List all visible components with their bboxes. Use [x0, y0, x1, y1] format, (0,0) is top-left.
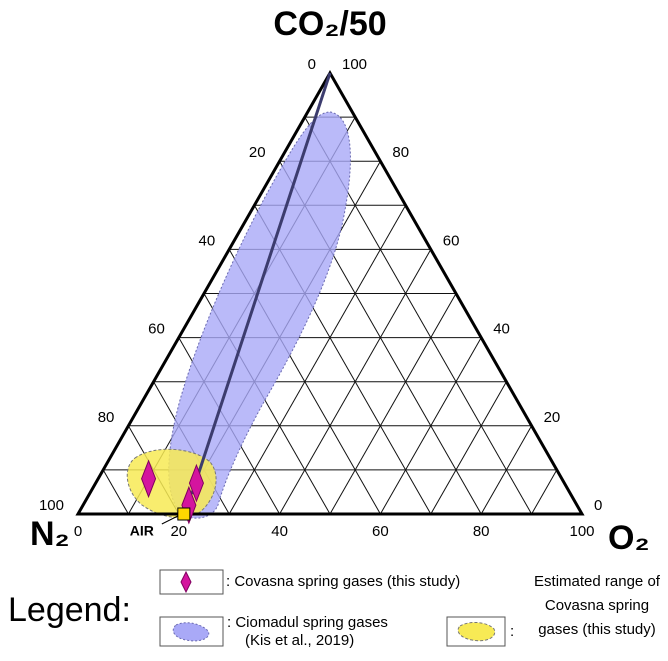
grid-line: [228, 205, 407, 515]
marks: [141, 72, 332, 525]
triangle-frame: [75, 69, 585, 516]
legend-text: gases (this study): [538, 621, 656, 638]
bottom-tick-label: 60: [372, 523, 389, 540]
grid-line: [379, 337, 482, 515]
bottom-tick-label: 0: [74, 523, 82, 540]
legend-symbol: [180, 570, 192, 594]
corner-label: N₂: [30, 515, 70, 553]
bottom-tick-label: 40: [271, 523, 288, 540]
bottom-tick-label: 100: [569, 523, 594, 540]
grid-line: [430, 381, 507, 515]
left-tick-label: 80: [98, 409, 115, 426]
right-tick-label: 0: [594, 497, 602, 514]
left-tick-label: 60: [148, 321, 165, 338]
left-tick-label: 100: [39, 497, 64, 514]
legend-symbol: [457, 621, 496, 642]
air-point: [177, 507, 191, 521]
legend-text: : Ciomadul spring gases: [227, 614, 388, 631]
right-tick-label: 100: [342, 56, 367, 73]
grid-line: [329, 293, 457, 515]
bottom-tick-label: 80: [473, 523, 490, 540]
grid-line: [531, 469, 558, 515]
ciomadul-region: [168, 111, 351, 519]
legend-text: Estimated range of: [534, 573, 661, 590]
grid-line: [102, 469, 129, 515]
air-label: AIR: [130, 523, 154, 539]
left-tick-label: 20: [249, 144, 266, 161]
right-tick-label: 20: [544, 409, 561, 426]
legend-text: (Kis et al., 2019): [245, 632, 354, 649]
left-tick-label: 40: [199, 232, 216, 249]
chart-title: CO₂/50: [273, 5, 386, 43]
legend-text: :: [510, 623, 514, 640]
legend-title: Legend:: [8, 591, 131, 629]
left-tick-label: 0: [308, 56, 316, 73]
data-point: [188, 463, 204, 503]
grid-line: [480, 425, 533, 515]
right-tick-label: 40: [493, 321, 510, 338]
legend-symbol: [172, 622, 210, 642]
mixing-line: [190, 72, 332, 495]
air-leader: [161, 515, 179, 525]
legend-text: : Covasna spring gases (this study): [226, 573, 460, 590]
legend-text: Covasna spring: [545, 597, 649, 614]
data-point: [141, 459, 157, 499]
right-tick-label: 80: [392, 144, 409, 161]
right-tick-label: 60: [443, 232, 460, 249]
bottom-tick-label: 20: [170, 523, 187, 540]
corner-label: O₂: [608, 519, 650, 557]
